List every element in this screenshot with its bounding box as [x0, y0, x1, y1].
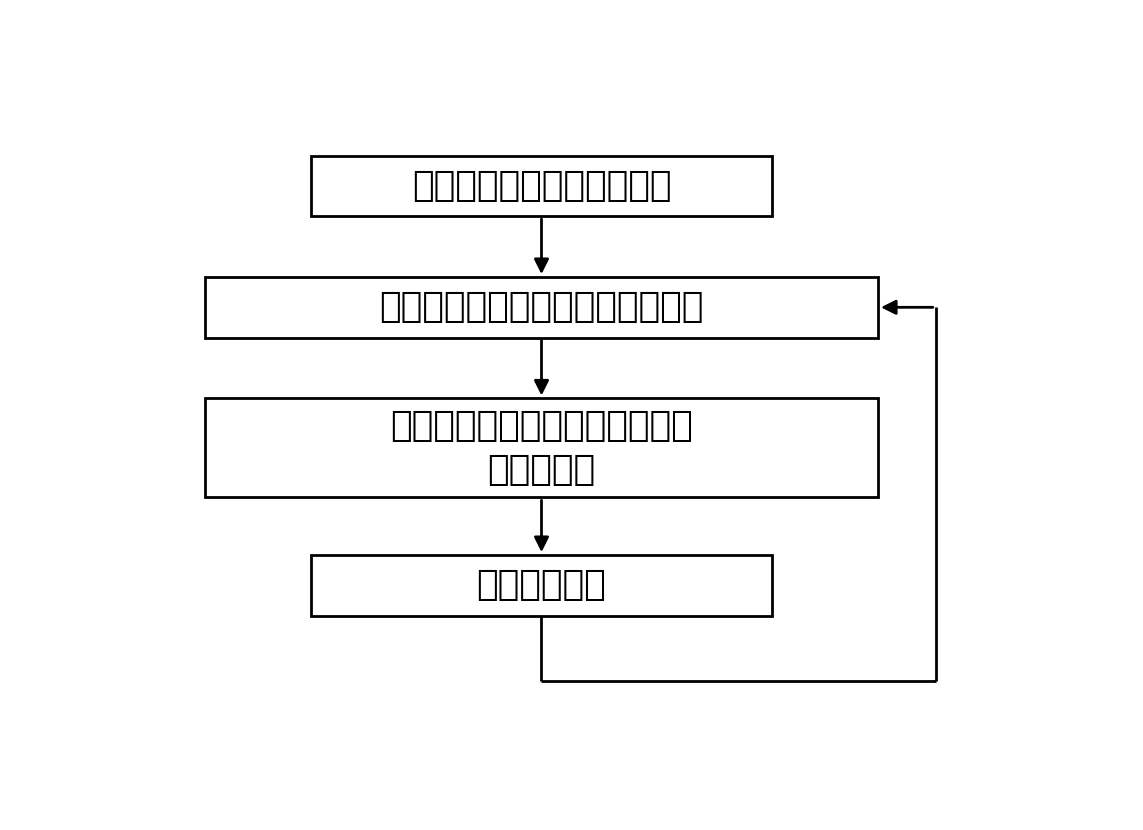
- FancyBboxPatch shape: [205, 277, 878, 338]
- Text: 更新分析区域: 更新分析区域: [477, 569, 607, 603]
- Text: 设置裂纹近场初始分析区域: 设置裂纹近场初始分析区域: [411, 168, 671, 203]
- FancyBboxPatch shape: [205, 398, 878, 497]
- FancyBboxPatch shape: [311, 155, 772, 217]
- Text: 获得裂纹尖端扩展轨迹的坐标位置: 获得裂纹尖端扩展轨迹的坐标位置: [379, 290, 704, 325]
- FancyBboxPatch shape: [311, 555, 772, 616]
- Text: 计算表征裂纹扩展轨迹和裂尖的
水平集函数: 计算表征裂纹扩展轨迹和裂尖的 水平集函数: [390, 408, 693, 487]
